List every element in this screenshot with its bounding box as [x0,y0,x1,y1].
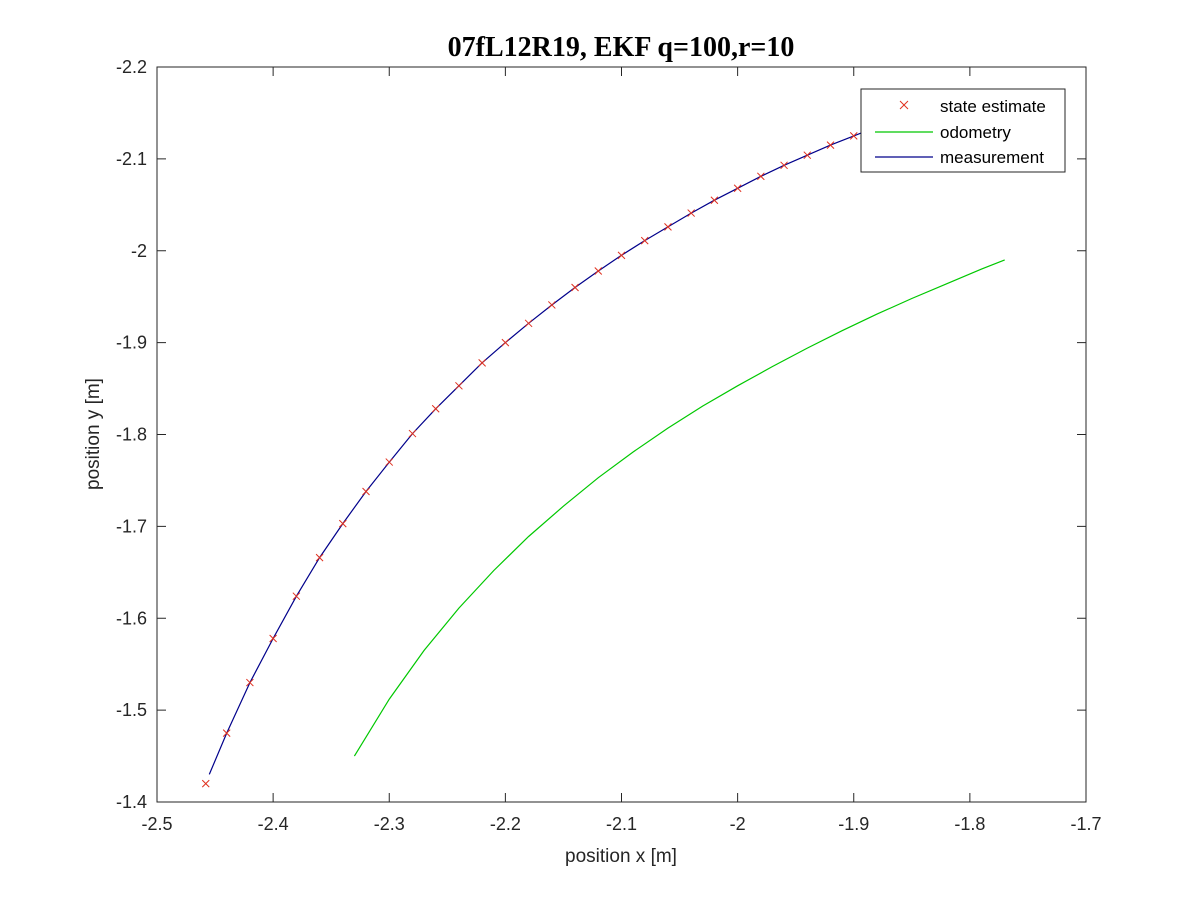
data-point-marker [478,358,487,367]
y-tick-label: -2.2 [116,57,147,77]
data-point-marker [571,283,579,292]
data-point-marker [849,132,858,140]
x-axis-label: position x [m] [565,846,677,867]
plot-area [156,66,1087,803]
marker-stroke [803,151,812,160]
marker-stroke [269,634,277,643]
data-point-marker [246,678,254,687]
series-line-odometry [353,259,1005,757]
data-point-marker [664,223,672,231]
marker-stroke [664,223,672,231]
data-point-marker [547,301,556,309]
data-point-marker [408,429,417,438]
legend-label-state-estimate: state estimate [940,97,1046,116]
marker-stroke [849,132,858,140]
y-axis: -1.4 -1.5 -1.6 -1.7 -1.8 -1.9 -2 -2.1 -2.2 [116,57,1086,812]
data-point-marker [385,458,394,466]
marker-stroke [899,100,909,110]
data-point-marker [455,381,463,390]
marker-stroke [385,458,394,466]
data-point-marker [431,404,440,413]
legend-entry-odometry: odometry [875,123,1011,142]
marker-stroke [733,184,742,193]
marker-stroke [594,267,603,275]
x-tick-label: -1.9 [838,814,869,834]
series-layer [201,96,1005,788]
y-tick-label: -2.1 [116,149,147,169]
legend: state estimate odometry measurement [860,88,1066,173]
data-point-marker [201,779,210,788]
marker-stroke [501,338,510,347]
marker-stroke [246,678,254,687]
legend-entry-measurement: measurement [875,148,1044,167]
data-point-marker [687,209,696,217]
marker-stroke [780,161,788,170]
marker-stroke [338,519,347,528]
data-point-marker [617,251,626,260]
marker-stroke [640,236,649,245]
marker-stroke [315,553,324,562]
x-tick-label: -2.2 [490,814,521,834]
y-tick-label: -2 [131,241,147,261]
marker-stroke [478,358,487,367]
chart-title: 07fL12R19, EKF q=100,r=10 [448,32,795,63]
series-line-measurement [208,96,971,775]
data-point-marker [780,161,788,170]
y-tick-label: -1.8 [116,425,147,445]
data-point-marker [524,319,533,328]
x-tick-label: -1.7 [1070,814,1101,834]
marker-stroke [547,301,556,309]
data-point-marker [292,592,301,601]
marker-stroke [408,429,417,438]
marker-stroke [201,779,210,788]
data-point-marker [594,267,603,275]
data-point-marker [733,184,742,193]
marker-stroke [431,404,440,413]
data-point-marker [269,634,277,643]
legend-label-odometry: odometry [940,123,1011,142]
data-point-marker [710,196,719,205]
marker-stroke [571,283,579,292]
legend-entry-state-estimate: state estimate [899,97,1046,116]
x-tick-label: -2.5 [141,814,172,834]
legend-box [860,88,1066,173]
x-tick-label: -1.8 [954,814,985,834]
data-point-marker [640,236,649,245]
y-tick-label: -1.4 [116,792,147,812]
marker-stroke [222,729,231,737]
marker-stroke [756,172,765,181]
y-axis-label: position y [m] [83,378,104,490]
data-point-marker [315,553,324,562]
data-point-marker [756,172,765,181]
data-point-marker [362,487,370,496]
marker-stroke [710,196,719,205]
marker-stroke [524,319,533,328]
marker-stroke [292,592,301,601]
y-tick-label: -1.7 [116,516,147,536]
y-tick-label: -1.6 [116,608,147,628]
marker-stroke [826,141,835,149]
data-point-marker [501,338,510,347]
marker-stroke [362,487,370,496]
data-point-marker [803,151,812,160]
data-point-marker [338,519,347,528]
y-tick-label: -1.5 [116,700,147,720]
x-tick-label: -2.3 [374,814,405,834]
legend-label-measurement: measurement [940,148,1044,167]
data-point-marker [826,141,835,149]
marker-stroke [617,251,626,260]
legend-marker-x-icon [899,100,909,110]
x-tick-label: -2.4 [258,814,289,834]
data-point-marker [222,729,231,737]
y-tick-label: -1.9 [116,333,147,353]
x-tick-label: -2.1 [606,814,637,834]
x-tick-label: -2 [730,814,746,834]
x-axis: -2.5 -2.4 -2.3 -2.2 -2.1 -2 -1.9 -1.8 -1.7 [141,67,1102,834]
marker-stroke [687,209,696,217]
marker-stroke [455,381,463,390]
